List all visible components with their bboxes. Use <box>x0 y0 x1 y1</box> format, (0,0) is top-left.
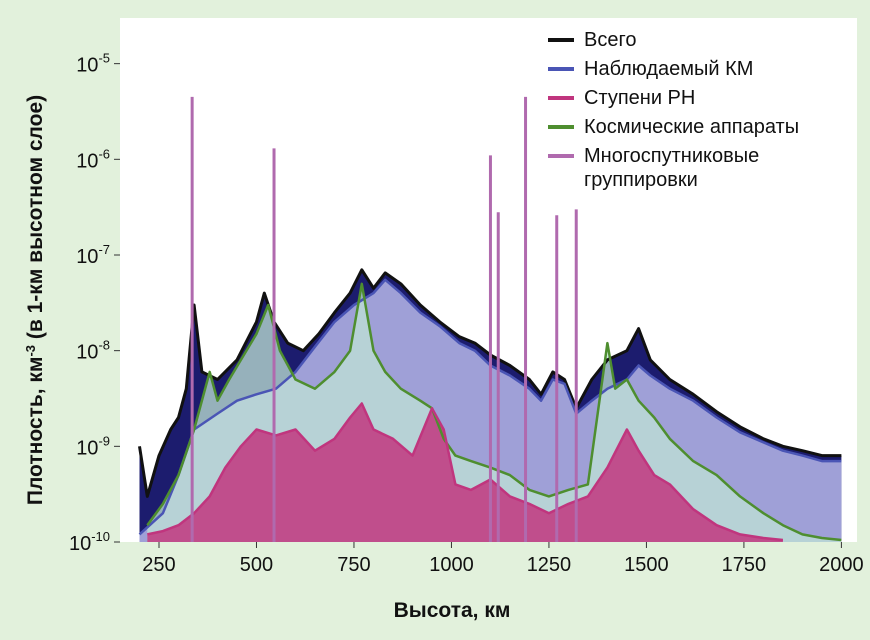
y-tick-base: 10 <box>76 342 98 364</box>
legend-label-2: Ступени РН <box>584 87 695 109</box>
x-tick-label-500: 500 <box>240 554 273 576</box>
y-tick-exponent: -5 <box>98 51 110 66</box>
x-tick-label-1000: 1000 <box>429 554 474 576</box>
y-tick-base: 10 <box>76 246 98 268</box>
y-tick-base: 10 <box>76 55 98 77</box>
y-tick-base: 10 <box>76 437 98 459</box>
y-tick-label--6: 10-6 <box>76 146 110 172</box>
y-tick-exponent: -7 <box>98 242 110 257</box>
y-axis-title-main: Плотность, км <box>24 357 47 506</box>
legend-label-3: Космические аппараты <box>584 116 799 138</box>
y-tick-exponent: -9 <box>98 433 110 448</box>
legend-label-0: Всего <box>584 29 636 51</box>
x-tick-label-750: 750 <box>337 554 370 576</box>
area-series-2 <box>147 403 783 542</box>
x-tick-label-2000: 2000 <box>819 554 864 576</box>
y-axis-title-exp: -3 <box>23 345 38 357</box>
y-tick-base: 10 <box>76 150 98 172</box>
y-tick-exponent: -6 <box>98 146 110 161</box>
line-series-3 <box>146 282 842 542</box>
y-tick-label--9: 10-9 <box>76 433 110 459</box>
y-tick-exponent: -10 <box>91 529 110 544</box>
line-series-1 <box>138 278 842 536</box>
y-tick-exponent: -8 <box>98 338 110 353</box>
y-tick-label--7: 10-7 <box>76 242 110 268</box>
legend-label-1: Наблюдаемый КМ <box>584 58 753 80</box>
y-tick-base: 10 <box>69 533 91 555</box>
y-axis-title-rest: (в 1-км высотном слое) <box>24 95 47 345</box>
legend-label-4-1: группировки <box>584 169 698 191</box>
x-tick-label-1750: 1750 <box>722 554 767 576</box>
x-tick-label-1250: 1250 <box>527 554 572 576</box>
y-axis-title: Плотность, км-3 (в 1-км высотном слое) <box>23 95 48 505</box>
x-axis-ticks: 250 500 750 1000 1250 1500 1750 2000 <box>142 542 864 576</box>
x-axis-title: Высота, км <box>394 599 511 622</box>
x-tick-label-250: 250 <box>142 554 175 576</box>
legend: Всего Наблюдаемый КМ Ступени РН Космические… <box>548 29 799 191</box>
legend-label-4: Многоспутниковые <box>584 145 759 167</box>
spike-marks <box>190 96 578 542</box>
series-lines <box>138 268 842 542</box>
line-series-2 <box>147 402 784 542</box>
x-tick-label-1500: 1500 <box>624 554 669 576</box>
y-tick-label--10: 10-10 <box>69 529 110 555</box>
y-tick-label--8: 10-8 <box>76 338 110 364</box>
y-tick-label--5: 10-5 <box>76 51 110 77</box>
